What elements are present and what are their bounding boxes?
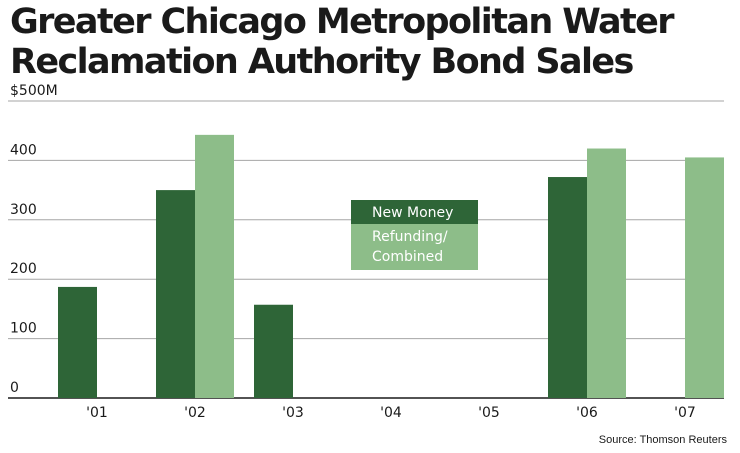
x-axis-tick-labels: '01 '02 '03 '04 '05 '06 '07: [86, 405, 696, 421]
legend: New Money Refunding/Combined: [351, 200, 478, 270]
x-tick-label: '03: [282, 405, 304, 421]
bar-refunding-combined: [587, 148, 626, 398]
y-tick-label: 0: [10, 380, 19, 396]
bars: [58, 134, 724, 398]
x-tick-label: '01: [86, 405, 108, 421]
bar-new-money: [254, 304, 293, 398]
legend-swatch-new-money: [351, 200, 478, 224]
source-note: Source: Thomson Reuters: [599, 434, 728, 446]
bar-new-money: [58, 286, 97, 398]
legend-label-refunding-combined: Combined: [372, 249, 443, 265]
bar-refunding-combined: [685, 157, 724, 398]
y-tick-label: $500M: [10, 83, 58, 99]
x-tick-label: '04: [380, 405, 402, 421]
legend-label-refunding-combined: Refunding/: [372, 229, 448, 245]
y-tick-label: 200: [10, 261, 37, 277]
x-tick-label: '02: [184, 405, 206, 421]
chart-title-line-2: Reclamation Authority Bond Sales: [10, 42, 634, 82]
legend-swatch-refunding-combined: [351, 224, 478, 270]
bar-refunding-combined: [195, 134, 234, 398]
y-tick-label: 300: [10, 202, 37, 218]
bar-new-money: [548, 177, 587, 398]
x-tick-label: '05: [478, 405, 500, 421]
x-tick-label: '07: [674, 405, 696, 421]
bar-new-money: [156, 190, 195, 398]
legend-label-new-money: New Money: [372, 205, 453, 221]
y-axis-tick-labels: 0 100 200 300 400 $500M: [10, 83, 58, 396]
y-tick-label: 100: [10, 321, 37, 337]
chart-title-line-1: Greater Chicago Metropolitan Water: [10, 2, 675, 42]
x-tick-label: '06: [576, 405, 598, 421]
chart-title: Greater Chicago Metropolitan Water Recla…: [10, 2, 675, 82]
y-tick-label: 400: [10, 142, 37, 158]
